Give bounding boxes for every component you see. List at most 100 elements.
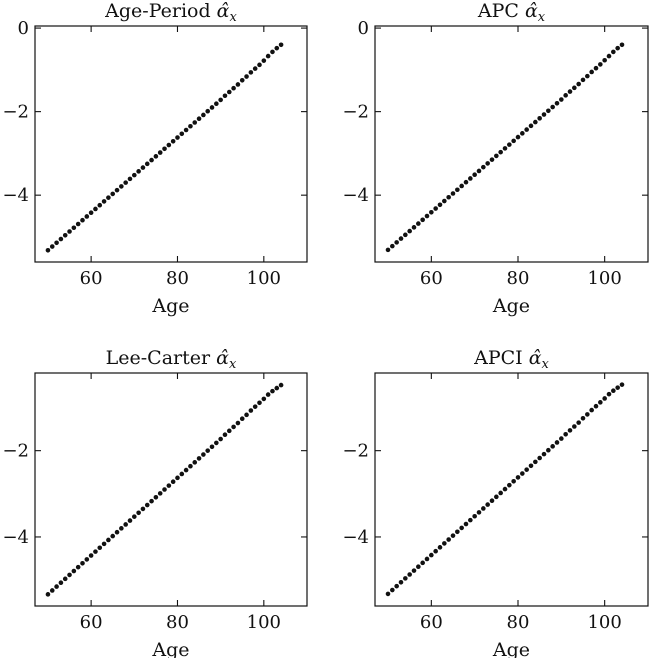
y-tick-label: 0 — [18, 18, 29, 39]
data-point — [71, 225, 77, 231]
data-point — [593, 65, 599, 71]
data-point — [93, 206, 98, 212]
data-point — [127, 518, 133, 523]
data-point — [201, 452, 206, 457]
data-point — [559, 97, 564, 102]
data-point — [390, 243, 395, 249]
data-point — [515, 475, 521, 480]
x-tick-label: 60 — [80, 268, 103, 289]
data-point — [93, 549, 98, 554]
data-point — [615, 45, 620, 51]
data-point — [166, 142, 172, 148]
data-point — [192, 460, 198, 465]
data-point — [97, 545, 103, 551]
data-point — [278, 382, 284, 388]
data-point — [127, 176, 133, 182]
data-point — [218, 436, 223, 442]
x-tick-label: 100 — [247, 612, 281, 633]
data-point — [196, 456, 202, 461]
x-axis-label: Age — [492, 639, 530, 658]
data-point — [606, 391, 612, 397]
data-point — [149, 498, 154, 504]
data-point — [537, 116, 542, 121]
data-point — [472, 172, 477, 178]
data-point — [88, 210, 94, 216]
x-tick-label: 80 — [507, 612, 530, 633]
data-point — [424, 213, 430, 219]
data-point — [533, 119, 538, 125]
data-point — [270, 49, 275, 55]
data-point — [602, 57, 607, 63]
data-point — [390, 587, 395, 593]
data-point — [226, 428, 232, 434]
data-point — [101, 541, 107, 547]
data-point — [183, 127, 189, 133]
data-point — [459, 525, 464, 531]
x-tick-label: 60 — [80, 612, 103, 633]
data-point — [144, 161, 150, 167]
data-point — [101, 199, 107, 204]
data-point — [67, 229, 72, 234]
data-point — [502, 146, 508, 151]
y-tick-label: −2 — [342, 441, 369, 462]
x-axis-label: Age — [492, 295, 530, 317]
data-point — [550, 104, 555, 110]
data-point — [239, 78, 245, 83]
data-point — [153, 494, 159, 500]
data-point — [144, 502, 150, 508]
data-point — [166, 483, 172, 488]
data-point — [205, 448, 210, 453]
data-point — [424, 556, 430, 562]
data-point — [175, 135, 180, 140]
data-point — [546, 108, 551, 114]
chart-panel-1: Age-Period α̂x 60 80 100 0 −2 −4 Age — [2, 0, 308, 317]
y-tick-label: −4 — [2, 527, 29, 548]
data-point — [114, 529, 120, 535]
data-point — [437, 545, 443, 550]
data-point — [528, 463, 534, 469]
data-point — [537, 455, 542, 461]
data-point — [62, 576, 68, 582]
data-point — [239, 416, 245, 422]
data-point — [563, 93, 568, 98]
data-point — [429, 209, 434, 215]
data-point — [265, 53, 271, 59]
data-point — [598, 62, 603, 67]
data-point — [520, 471, 525, 476]
data-point — [106, 537, 111, 543]
data-point — [209, 105, 215, 110]
data-point — [416, 221, 421, 226]
data-point — [58, 236, 64, 242]
data-point — [572, 85, 577, 91]
data-point — [511, 479, 516, 484]
data-point — [261, 58, 267, 63]
data-point — [385, 247, 391, 253]
data-point — [188, 123, 193, 129]
data-point — [54, 240, 59, 246]
data-point — [179, 131, 185, 137]
data-point — [559, 436, 564, 441]
data-point — [179, 471, 185, 477]
data-point — [494, 153, 499, 159]
chart-panel-3: Lee-Carter α̂x 60 80 100 −2 −4 Age — [2, 347, 308, 658]
data-point — [528, 123, 534, 129]
data-point — [110, 191, 116, 197]
data-point — [554, 440, 560, 445]
data-point — [489, 498, 495, 504]
data-point — [576, 420, 581, 425]
plot-frame — [34, 25, 308, 263]
data-point — [546, 447, 551, 453]
data-point — [67, 572, 72, 578]
data-point — [446, 537, 451, 542]
data-point — [214, 101, 219, 106]
data-point — [385, 591, 391, 597]
data-point — [572, 424, 577, 429]
data-point — [489, 157, 495, 162]
data-point — [468, 176, 473, 181]
data-point — [476, 510, 482, 515]
chart-title: APCI α̂x — [473, 347, 549, 372]
data-point — [455, 529, 460, 535]
data-point — [619, 382, 625, 387]
x-tick-label: 80 — [166, 612, 189, 633]
data-point — [248, 70, 254, 75]
